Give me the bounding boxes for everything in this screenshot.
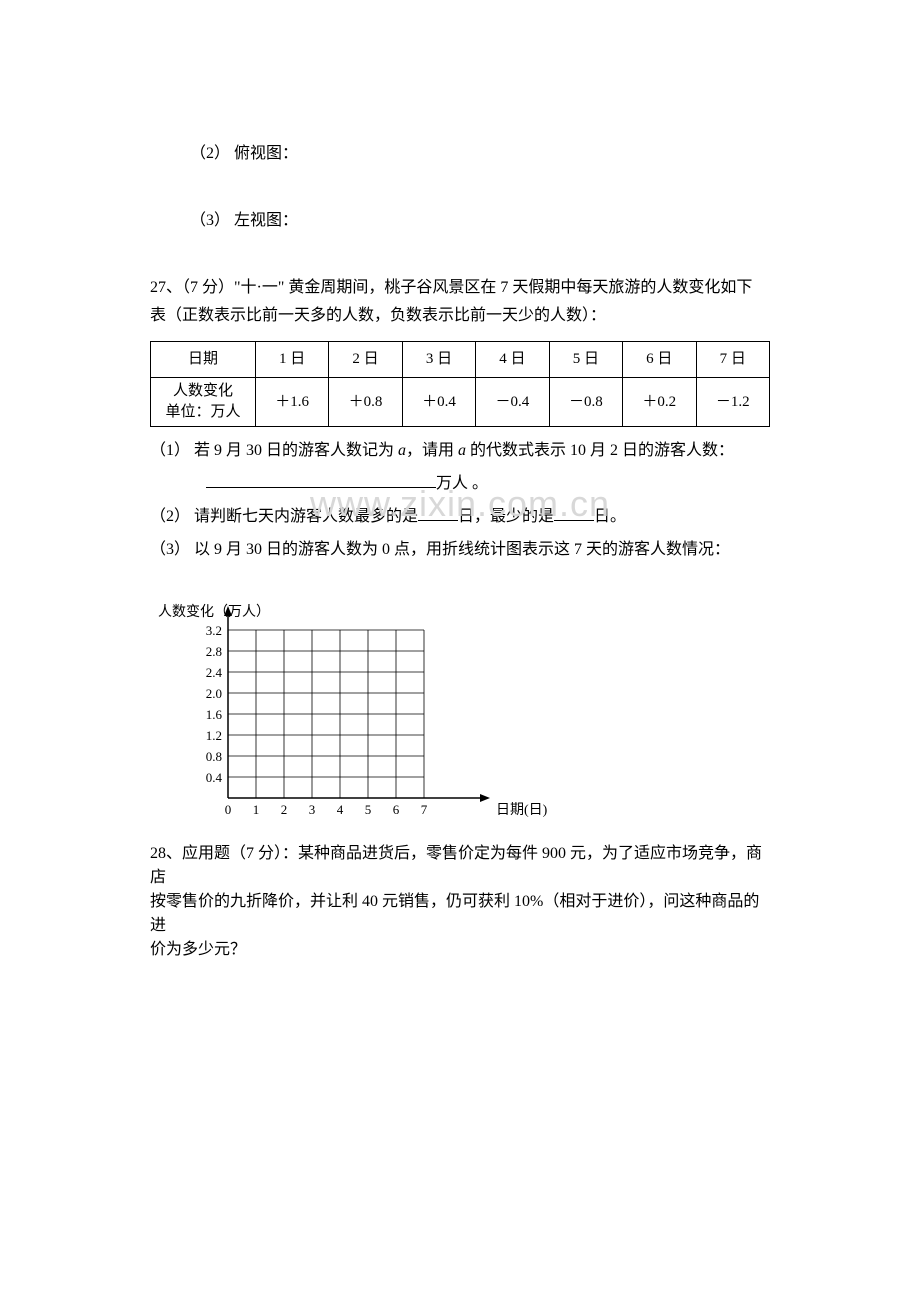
svg-text:1: 1 (253, 802, 260, 817)
sub1-unit: 万人 。 (436, 475, 488, 492)
svg-text:0.4: 0.4 (206, 770, 223, 785)
q28-line3: 价为多少元？ (150, 938, 770, 962)
var-a: a (398, 442, 406, 459)
cell: －1.2 (696, 378, 769, 427)
col-header: 3 日 (402, 342, 475, 378)
answer-blank (206, 470, 436, 488)
chart-svg: 3.2 2.8 2.4 2.0 1.6 1.2 0.8 0.4 0 1 2 3 4 5 6 7 人数变化（万人）… (150, 588, 570, 828)
var-a2: a (458, 442, 466, 459)
svg-text:7: 7 (421, 802, 428, 817)
cell: ＋1.6 (255, 378, 328, 427)
col-header: 7 日 (696, 342, 769, 378)
q27-sub3: （3） 以 9 月 30 日的游客人数为 0 点，用折线统计图表示这 7 天的游… (150, 536, 770, 565)
svg-text:1.6: 1.6 (206, 707, 223, 722)
view-top: （2） 俯视图： (190, 140, 770, 169)
sub2-prefix: （2） 请判断七天内游客人数最多的是 (150, 508, 418, 525)
svg-text:6: 6 (393, 802, 400, 817)
svg-text:3.2: 3.2 (206, 623, 222, 638)
cell: －0.4 (476, 378, 549, 427)
sub2-suffix: 日。 (594, 508, 626, 525)
q28-line2: 按零售价的九折降价，并让利 40 元销售，仍可获利 10%（相对于进价），问这种… (150, 890, 770, 938)
svg-text:0: 0 (225, 802, 232, 817)
sub2-mid: 日，最少的是 (458, 508, 554, 525)
svg-text:4: 4 (337, 802, 344, 817)
col-header: 5 日 (549, 342, 622, 378)
svg-text:2.0: 2.0 (206, 686, 222, 701)
cell: ＋0.2 (623, 378, 696, 427)
q28: 28、应用题（7 分）：某种商品进货后，零售价定为每件 900 元，为了适应市场… (150, 842, 770, 962)
q27-table: 日期 1 日 2 日 3 日 4 日 5 日 6 日 7 日 人数变化 单位：万… (150, 341, 770, 427)
svg-text:5: 5 (365, 802, 372, 817)
q28-line1: 28、应用题（7 分）：某种商品进货后，零售价定为每件 900 元，为了适应市场… (150, 842, 770, 890)
cell: －0.8 (549, 378, 622, 427)
svg-text:1.2: 1.2 (206, 728, 222, 743)
q27-intro-line2: 表（正数表示比前一天多的人数，负数表示比前一天少的人数）： (150, 302, 770, 331)
svg-text:3: 3 (309, 802, 316, 817)
col-header: 4 日 (476, 342, 549, 378)
q27-chart: 3.2 2.8 2.4 2.0 1.6 1.2 0.8 0.4 0 1 2 3 4 5 6 7 人数变化（万人）… (150, 588, 570, 828)
row2-label-l1: 人数变化 (173, 383, 233, 399)
svg-text:2: 2 (281, 802, 288, 817)
svg-text:2.8: 2.8 (206, 644, 222, 659)
col-header: 2 日 (329, 342, 402, 378)
table-row: 日期 1 日 2 日 3 日 4 日 5 日 6 日 7 日 (151, 342, 770, 378)
answer-blank (554, 503, 594, 521)
sub1-mid: ，请用 (406, 442, 458, 459)
q27-sub2: （2） 请判断七天内游客人数最多的是 日，最少的是 日。 (150, 503, 770, 532)
table-row: 人数变化 单位：万人 ＋1.6 ＋0.8 ＋0.4 －0.4 －0.8 ＋0.2… (151, 378, 770, 427)
row1-label: 日期 (151, 342, 256, 378)
cell: ＋0.8 (329, 378, 402, 427)
svg-text:0.8: 0.8 (206, 749, 222, 764)
q27-sub1: （1） 若 9 月 30 日的游客人数记为 a，请用 a 的代数式表示 10 月… (150, 437, 770, 466)
sub1-mid2: 的代数式表示 10 月 2 日的游客人数： (466, 442, 734, 459)
sub1-prefix: （1） 若 9 月 30 日的游客人数记为 (150, 442, 398, 459)
svg-text:人数变化（万人）: 人数变化（万人） (158, 604, 270, 620)
row2-label: 人数变化 单位：万人 (151, 378, 256, 427)
svg-text:2.4: 2.4 (206, 665, 223, 680)
answer-blank (418, 503, 458, 521)
cell: ＋0.4 (402, 378, 475, 427)
col-header: 6 日 (623, 342, 696, 378)
row2-label-l2: 单位：万人 (165, 404, 240, 420)
q27-intro-line1: 27、（7 分）"十·一" 黄金周期间，桃子谷风景区在 7 天假期中每天旅游的人… (150, 274, 770, 303)
svg-text:日期(日): 日期(日) (496, 802, 548, 818)
col-header: 1 日 (255, 342, 328, 378)
q27-sub1-blank: 万人 。 (150, 470, 770, 499)
view-left: （3） 左视图： (190, 207, 770, 236)
